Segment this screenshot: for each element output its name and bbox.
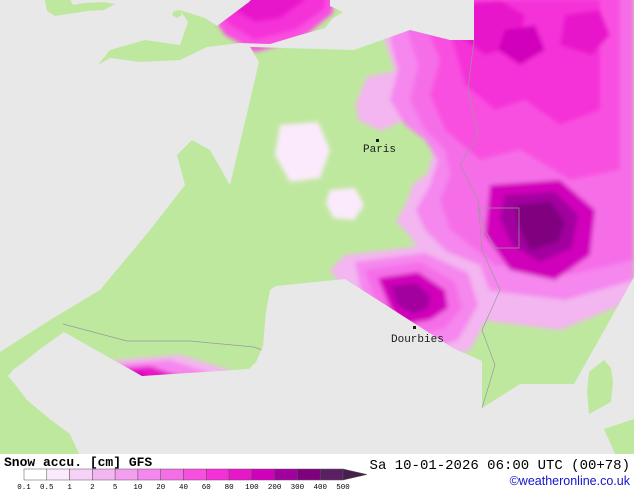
svg-text:500: 500 [336,484,350,490]
svg-text:100: 100 [245,484,259,490]
svg-text:1: 1 [67,484,72,490]
svg-text:2: 2 [90,484,95,490]
svg-text:Sa 10-01-2026 06:00 UTC (00+78: Sa 10-01-2026 06:00 UTC (00+78) [370,458,630,474]
svg-text:40: 40 [179,484,189,490]
svg-text:©weatheronline.co.uk: ©weatheronline.co.uk [510,474,631,488]
svg-text:20: 20 [156,484,166,490]
svg-text:300: 300 [291,484,305,490]
svg-text:0.1: 0.1 [17,484,31,490]
svg-text:60: 60 [202,484,212,490]
svg-text:0.5: 0.5 [40,484,54,490]
svg-text:5: 5 [113,484,118,490]
svg-text:80: 80 [225,484,235,490]
svg-text:Dourbies: Dourbies [391,334,444,346]
svg-text:10: 10 [133,484,143,490]
svg-text:200: 200 [268,484,282,490]
svg-text:Snow accu. [cm] GFS: Snow accu. [cm] GFS [4,455,152,470]
svg-text:400: 400 [313,484,327,490]
svg-text:Paris: Paris [363,144,396,156]
